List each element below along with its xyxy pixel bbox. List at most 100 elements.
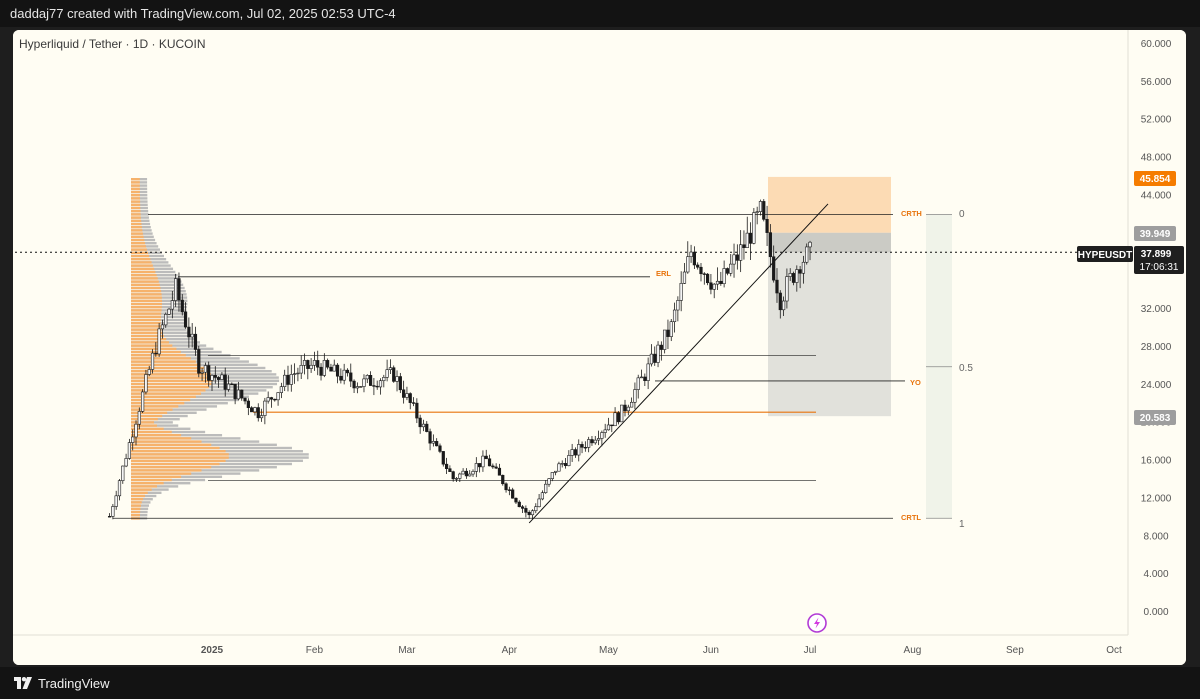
y-tick-label: 56.000 <box>1141 77 1172 88</box>
volume-bar <box>131 331 163 334</box>
candle-body <box>554 470 558 473</box>
candle-body <box>788 273 792 277</box>
candle-body <box>200 371 204 374</box>
x-tick-label: Jun <box>703 645 719 656</box>
volume-bar <box>131 443 212 446</box>
candle-body <box>276 392 280 401</box>
candle-body <box>745 232 749 248</box>
volume-bar <box>131 251 149 254</box>
volume-bar <box>131 187 140 190</box>
volume-bar <box>131 373 211 376</box>
candle-body <box>421 423 426 428</box>
candle-body <box>435 441 439 447</box>
lightning-icon[interactable] <box>807 613 827 633</box>
candle-body <box>124 458 128 467</box>
volume-bar <box>131 456 229 459</box>
target-price-text: 45.854 <box>1140 174 1171 185</box>
candle-body <box>577 444 581 456</box>
volume-bar <box>131 283 160 286</box>
candle-body <box>471 471 475 475</box>
candle-body <box>392 367 396 382</box>
y-axis: 0.0004.0008.00012.00016.00020.00024.0002… <box>1127 30 1172 635</box>
candle-body <box>692 251 696 266</box>
fib-box <box>926 214 952 519</box>
candle-body <box>362 378 366 387</box>
y-tick-label: 24.000 <box>1141 380 1172 391</box>
candle-body <box>236 389 241 400</box>
candle-body <box>160 324 165 330</box>
candle-body <box>590 439 594 444</box>
y-tick-label: 12.000 <box>1141 493 1172 504</box>
candle-body <box>299 364 303 374</box>
volume-bar <box>131 219 142 222</box>
candle-body <box>560 463 564 465</box>
candle-body <box>448 468 452 472</box>
candle-body <box>696 264 700 268</box>
candle-body <box>418 417 422 428</box>
y-tick-label: 8.000 <box>1143 531 1168 542</box>
candle-body <box>653 353 657 363</box>
candle-body <box>587 439 591 448</box>
candle-body <box>478 463 482 468</box>
entry-price-badge <box>1134 226 1176 241</box>
candle-body <box>226 383 231 390</box>
caption-bar: daddaj77 created with TradingView.com, J… <box>0 0 1200 27</box>
candle-body <box>620 404 624 423</box>
candle-body <box>332 364 336 372</box>
volume-bar <box>131 274 157 277</box>
volume-bar <box>131 427 164 430</box>
candle-body <box>573 449 578 456</box>
candle-body <box>322 360 326 376</box>
x-tick-label: Feb <box>306 645 324 656</box>
candle-body <box>286 374 290 385</box>
candle-body <box>468 473 472 477</box>
candle-body <box>415 402 419 419</box>
volume-bar <box>131 322 161 325</box>
volume-bar <box>131 459 226 462</box>
candle-body <box>706 273 710 284</box>
erl-label: ERL <box>656 269 671 278</box>
candle-body <box>230 383 234 386</box>
candle-body <box>319 366 323 376</box>
candle-body <box>484 455 488 460</box>
candle-body <box>428 431 432 444</box>
volume-bar <box>131 206 141 210</box>
candle-body <box>534 506 538 512</box>
candle-body <box>739 244 743 261</box>
candle-body <box>408 393 412 403</box>
volume-bar <box>131 258 151 261</box>
volume-bar <box>131 277 158 280</box>
candle-body <box>540 492 545 500</box>
volume-bar <box>131 338 167 341</box>
chart-background <box>13 30 1186 665</box>
candle-body <box>504 483 508 491</box>
stop-price-text: 20.583 <box>1140 413 1171 424</box>
candle-body <box>167 308 171 315</box>
candle-body <box>725 268 730 274</box>
candle-body <box>266 397 270 402</box>
chart-frame[interactable]: Hyperliquid / Tether · 1D · KUCOIN 0.000… <box>13 30 1186 665</box>
volume-bar <box>131 306 162 309</box>
crtl-label: CRTL <box>901 513 921 522</box>
profit-zone <box>768 176 891 233</box>
y-tick-label: 60.000 <box>1141 39 1172 50</box>
volume-bar <box>131 434 182 437</box>
candle-body <box>805 246 809 263</box>
volume-bar <box>131 334 165 338</box>
fib-label-05: 0.5 <box>959 363 973 374</box>
candle-body <box>190 333 194 338</box>
price-chart[interactable]: Hyperliquid / Tether · 1D · KUCOIN 0.000… <box>13 30 1186 665</box>
y-tick-label: 0.000 <box>1143 607 1168 618</box>
brand-bar: TradingView <box>0 667 1200 699</box>
candle-body <box>464 470 469 477</box>
volume-bar <box>131 370 209 373</box>
candle-body <box>699 266 703 275</box>
volume-bar <box>131 194 140 197</box>
fib-label-0: 0 <box>959 209 965 220</box>
candle-body <box>395 376 399 382</box>
volume-bar <box>131 261 152 264</box>
candle-body <box>193 333 198 350</box>
volume-bar <box>131 318 161 322</box>
current-price-text: 37.899 <box>1141 249 1172 260</box>
target-price-badge <box>1134 171 1176 186</box>
